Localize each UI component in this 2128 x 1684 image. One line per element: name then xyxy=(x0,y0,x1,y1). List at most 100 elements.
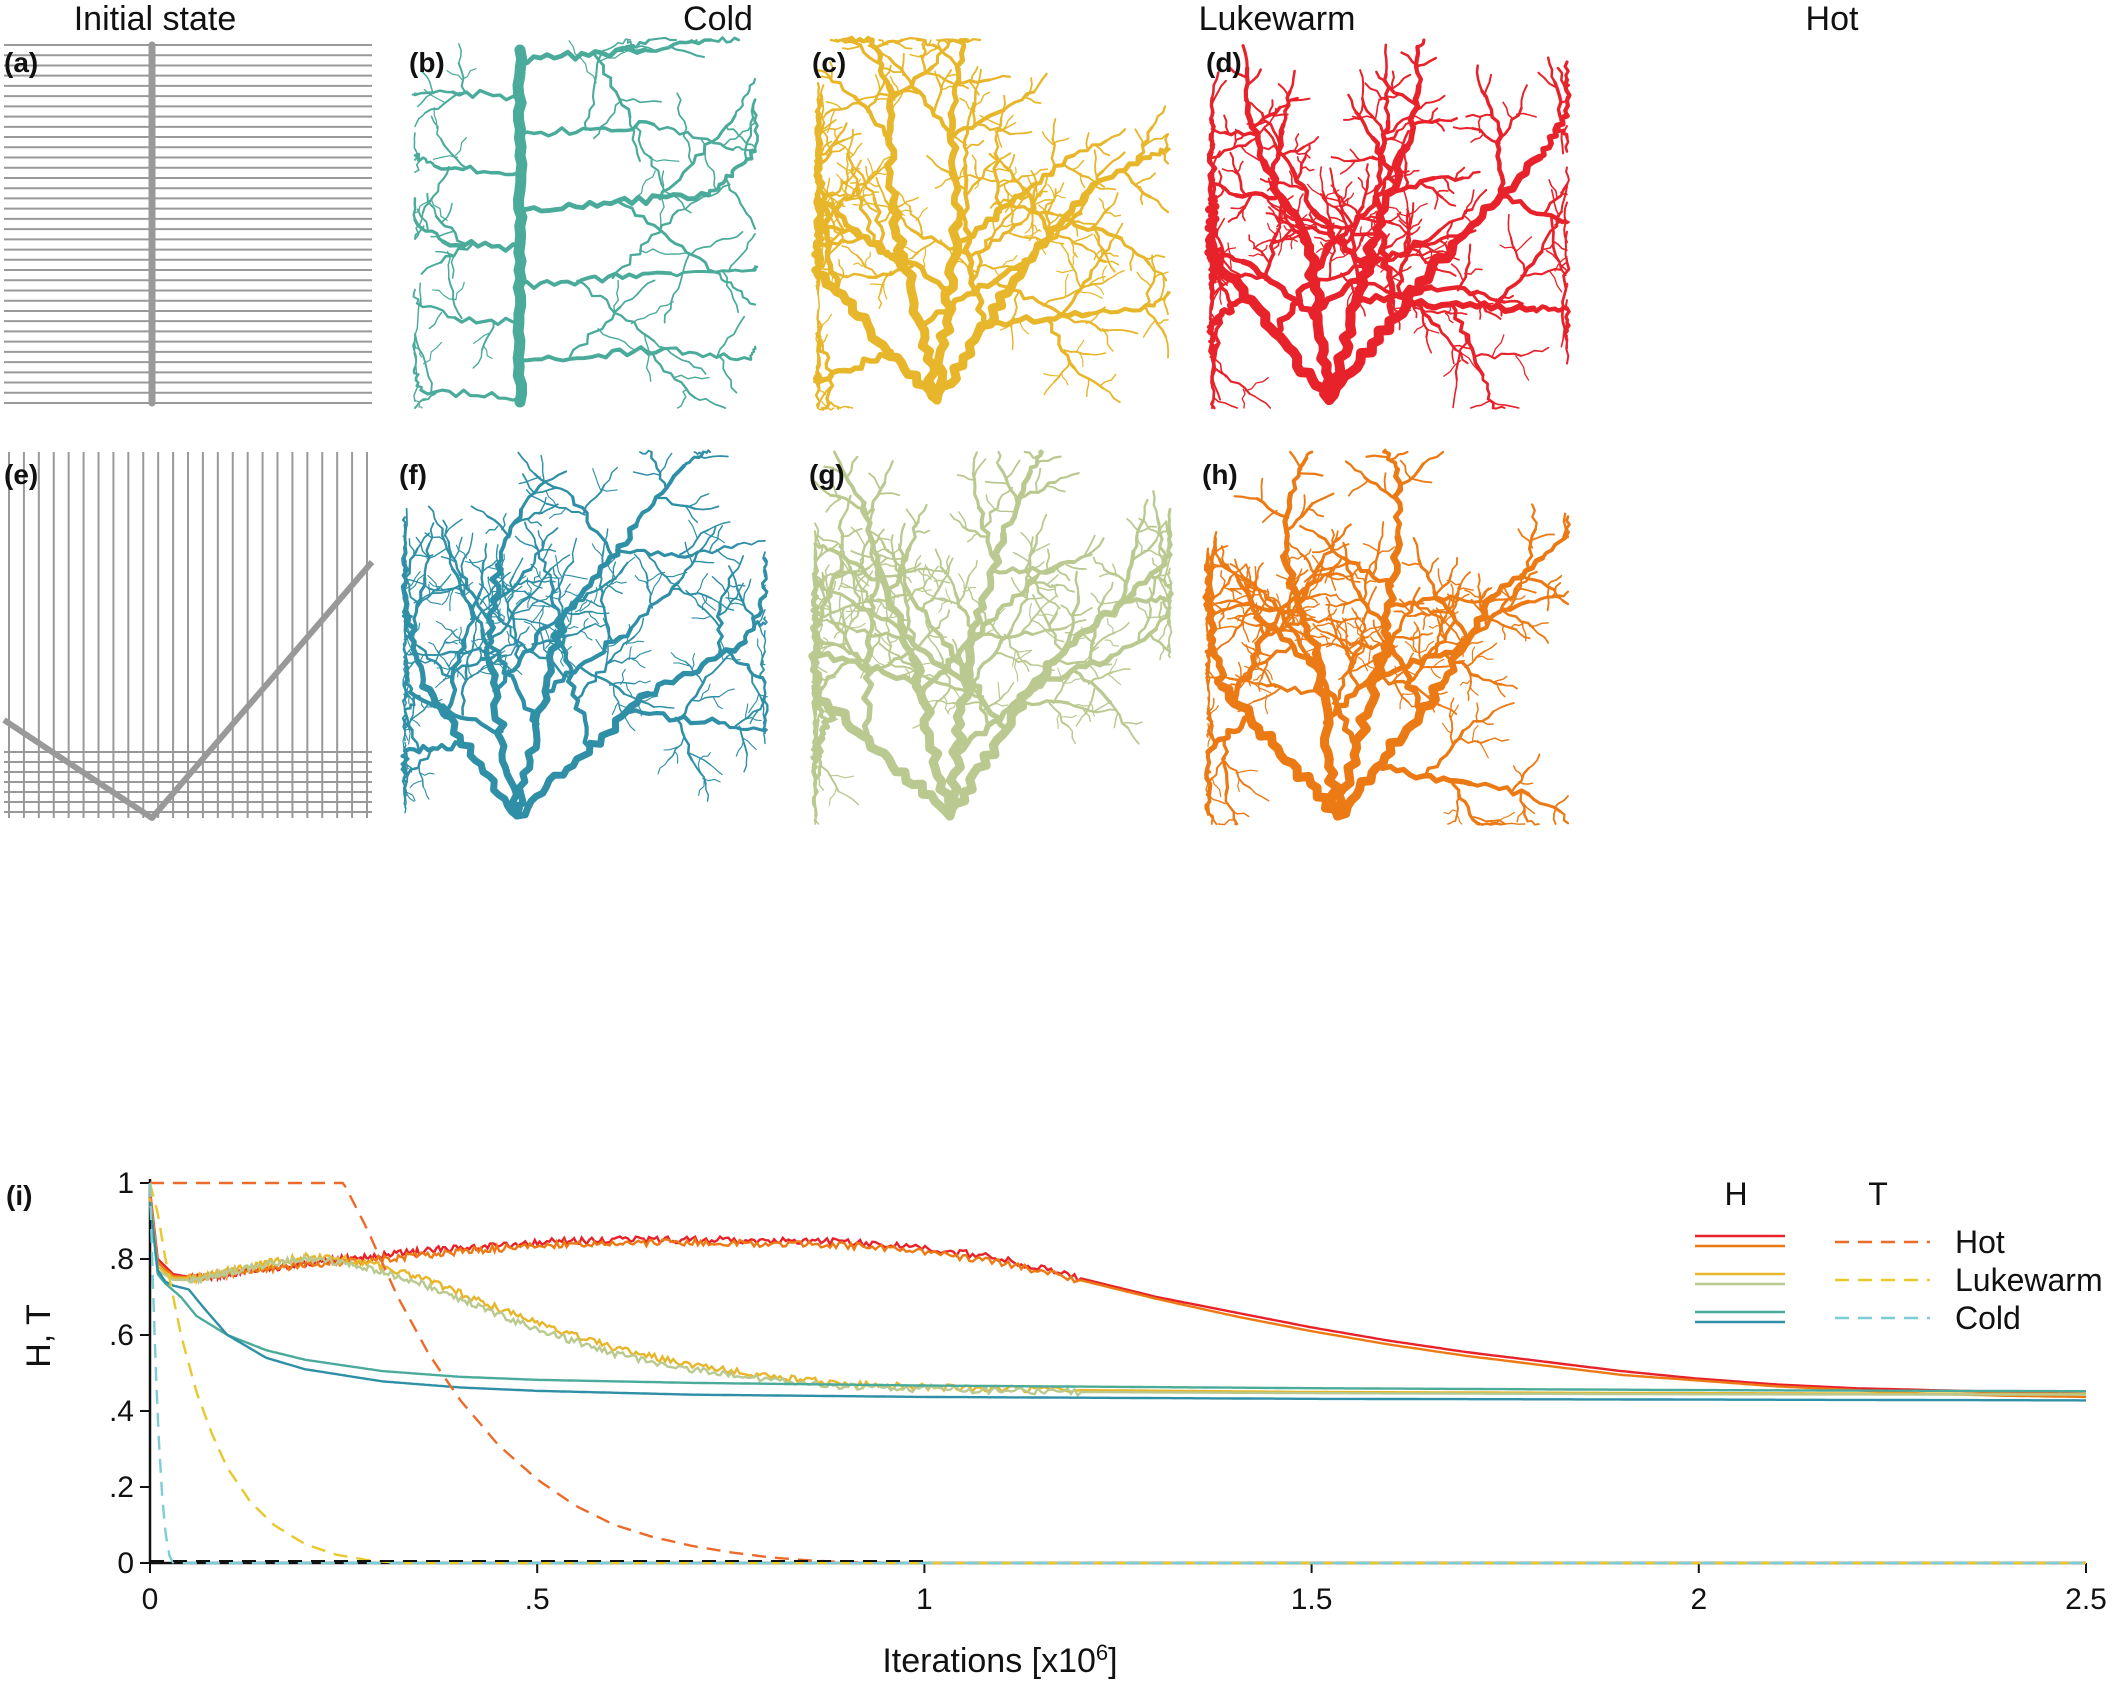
river-branch xyxy=(591,543,604,558)
river-branch xyxy=(1471,127,1501,145)
river-branch xyxy=(1098,197,1107,213)
river-branch xyxy=(628,646,632,661)
river-branch xyxy=(1454,166,1466,180)
river-branch xyxy=(1399,693,1404,710)
river-branch xyxy=(1463,589,1482,599)
river-branch xyxy=(634,464,686,528)
river-branch xyxy=(1560,191,1568,196)
river-branch xyxy=(1158,578,1171,604)
river-branch xyxy=(467,532,474,553)
river-branch xyxy=(629,580,680,631)
river-branch xyxy=(1107,673,1122,686)
river-branch xyxy=(445,639,460,644)
river-branch xyxy=(1304,626,1318,634)
river-branch xyxy=(814,820,817,825)
river-branch xyxy=(600,488,618,492)
river-branch xyxy=(1103,581,1114,598)
river-branch xyxy=(700,683,711,700)
river-branch xyxy=(879,563,898,567)
river-branch xyxy=(1296,569,1309,582)
river-branch xyxy=(1026,77,1033,97)
river-branch xyxy=(1123,721,1143,725)
river-branch xyxy=(481,559,498,573)
river-branch xyxy=(404,718,409,741)
river-branch xyxy=(1550,216,1557,256)
river-branch xyxy=(564,574,588,580)
river-branch xyxy=(538,496,547,515)
river-branch xyxy=(404,685,410,704)
river-branch xyxy=(1453,737,1489,744)
river-branch xyxy=(545,628,557,649)
river-branch xyxy=(811,566,819,581)
river-branch xyxy=(1067,725,1077,744)
river-branch xyxy=(533,472,574,499)
river-branch xyxy=(634,680,651,685)
river-branch xyxy=(625,683,633,698)
panel-e: (e) xyxy=(2,452,375,821)
river-branch xyxy=(1498,193,1565,225)
x-tick-label: 2 xyxy=(1690,1583,1707,1616)
river-branch xyxy=(634,650,652,659)
river-branch xyxy=(1435,607,1446,622)
river-branch xyxy=(813,636,818,661)
river-branch xyxy=(1325,631,1353,646)
river-branch xyxy=(706,149,757,197)
river-branch xyxy=(676,388,688,409)
river-branch xyxy=(1510,767,1530,793)
river-branch xyxy=(1451,345,1455,365)
river-branch xyxy=(884,581,900,599)
river-branch xyxy=(403,601,408,618)
river-branch xyxy=(420,261,442,275)
river-branch xyxy=(1545,249,1568,272)
river-branch xyxy=(414,298,422,336)
river-branch xyxy=(1490,401,1520,409)
river-branch xyxy=(488,566,502,573)
river-branch xyxy=(1446,579,1462,586)
river-branch xyxy=(404,791,407,809)
river-branch xyxy=(1276,194,1291,226)
river-branch xyxy=(413,592,435,604)
river-branch xyxy=(1165,520,1172,542)
river-branch xyxy=(1330,156,1353,163)
x-tick-label: 0 xyxy=(142,1583,159,1616)
river-branch xyxy=(1035,467,1042,492)
river-branch xyxy=(1265,683,1331,697)
river-branch xyxy=(1512,765,1523,779)
river-branch xyxy=(1494,126,1506,199)
river-branch xyxy=(1425,336,1433,354)
river-branch xyxy=(1263,588,1270,602)
river-branch xyxy=(673,750,679,764)
river-branch xyxy=(691,653,695,671)
river-branch xyxy=(845,455,859,479)
river-branch xyxy=(1276,221,1288,228)
river-branch xyxy=(414,158,423,173)
river-branch xyxy=(412,622,421,640)
series-T-hot xyxy=(150,1181,2086,1565)
river-branch xyxy=(478,640,484,663)
river-branch xyxy=(403,638,406,641)
river-branch xyxy=(701,595,716,611)
river-branch xyxy=(659,170,665,229)
river-branch xyxy=(509,617,548,627)
river-branch xyxy=(1412,244,1444,253)
river-branch xyxy=(1419,640,1435,654)
river-branch xyxy=(1537,241,1555,257)
river-branch xyxy=(1204,587,1210,592)
river-branch xyxy=(603,466,619,486)
river-branch xyxy=(895,194,899,215)
river-branch xyxy=(1525,527,1538,571)
river-branch xyxy=(435,250,455,256)
river-branch xyxy=(1440,196,1457,207)
x-tick-label: 2.5 xyxy=(2065,1583,2107,1616)
river-branch xyxy=(557,584,564,616)
river-branch xyxy=(604,583,623,595)
river-branch xyxy=(404,691,409,700)
river-branch xyxy=(1415,38,1426,49)
river-branch xyxy=(509,599,540,620)
river-branch xyxy=(1330,252,1350,262)
river-branch xyxy=(1064,678,1082,684)
river-branch xyxy=(1164,335,1170,359)
river-branch xyxy=(427,583,431,599)
river-branch xyxy=(928,685,952,716)
river-branch xyxy=(930,38,951,69)
